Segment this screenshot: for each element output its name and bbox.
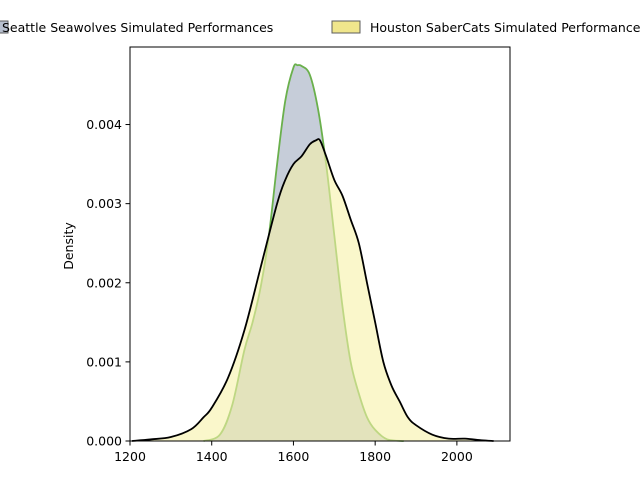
x-tick-label: 1800 bbox=[359, 449, 391, 464]
x-tick-label: 1200 bbox=[114, 449, 146, 464]
density-area-houston bbox=[132, 139, 494, 441]
legend-label-houston: Houston SaberCats Simulated Performances bbox=[370, 20, 640, 35]
y-tick-label: 0.002 bbox=[86, 275, 122, 290]
legend-swatch-houston bbox=[331, 20, 361, 34]
y-tick-label: 0.001 bbox=[86, 354, 122, 369]
y-axis-label: Density bbox=[61, 222, 76, 270]
legend: Seattle Seawolves Simulated Performances… bbox=[0, 20, 640, 35]
legend-swatch-seattle bbox=[0, 20, 9, 34]
y-tick-label: 0.000 bbox=[86, 434, 122, 449]
legend-label-seattle: Seattle Seawolves Simulated Performances bbox=[2, 20, 273, 35]
y-tick-label: 0.004 bbox=[86, 117, 122, 132]
x-tick-label: 1600 bbox=[278, 449, 310, 464]
series-layer bbox=[131, 63, 494, 442]
y-axis: 0.000 0.001 0.002 0.003 0.004 bbox=[86, 117, 130, 449]
x-tick-label: 1400 bbox=[196, 449, 228, 464]
x-axis: 1200 1400 1600 1800 2000 bbox=[114, 441, 473, 464]
y-tick-label: 0.003 bbox=[86, 196, 122, 211]
density-line-houston bbox=[131, 138, 494, 442]
x-tick-label: 2000 bbox=[441, 449, 473, 464]
plot-frame bbox=[129, 46, 511, 442]
